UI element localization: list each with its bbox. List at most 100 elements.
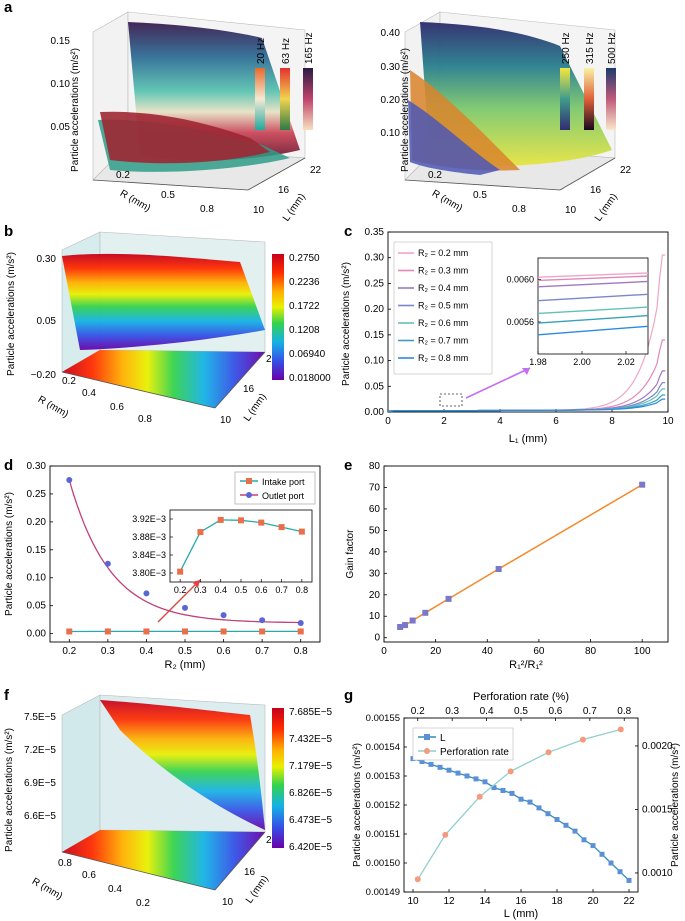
e-gain-point bbox=[445, 595, 452, 602]
e-xtick-label: 0 bbox=[381, 646, 387, 657]
b-floor-projection bbox=[62, 350, 265, 408]
a-left-surface-20hz bbox=[100, 111, 270, 164]
g-perf-point bbox=[414, 876, 421, 883]
b-ytick-0: 10 bbox=[220, 415, 232, 426]
a-left-cb-63hz bbox=[280, 68, 290, 130]
a-left-ytick-1: 16 bbox=[278, 185, 290, 196]
a-right-ytick-2: 22 bbox=[620, 165, 632, 176]
e-ytick-label: 60 bbox=[369, 504, 381, 515]
g-l-point bbox=[563, 822, 569, 828]
g-xtick-top-label: 0.8 bbox=[617, 706, 631, 717]
d-outlet-point bbox=[143, 590, 150, 597]
e-gain-line bbox=[399, 484, 643, 628]
g-xtick-top-label: 0.2 bbox=[411, 706, 425, 717]
e-ytick-label: 10 bbox=[369, 611, 381, 622]
c-ytick-label: 0.00 bbox=[365, 407, 385, 418]
d-xtick-label: 0.6 bbox=[217, 646, 231, 657]
d-inset-point bbox=[217, 516, 224, 523]
g-legend-l: L bbox=[440, 733, 446, 744]
g-xlabel-top: Perforation rate (%) bbox=[473, 691, 569, 703]
b-ztick-1: 0.05 bbox=[37, 316, 57, 327]
c-frame bbox=[387, 231, 669, 413]
g-l-point bbox=[590, 843, 596, 849]
b-xtick-1: 0.4 bbox=[82, 388, 96, 399]
f-axis-l bbox=[214, 831, 266, 891]
g-l-point bbox=[437, 764, 443, 770]
d-inset-ytick-label: 3.92E−3 bbox=[132, 514, 166, 524]
a-left-xtick-0: 0.2 bbox=[116, 170, 130, 181]
panel-label-b: b bbox=[4, 223, 13, 240]
d-ytick-label: 0.30 bbox=[27, 461, 47, 472]
f-ylabel: L (mm) bbox=[244, 874, 271, 906]
f-xtick-1: 0.6 bbox=[82, 870, 96, 881]
a-right-ylabel: L (mm) bbox=[593, 192, 620, 224]
c-ytick-label: 0.20 bbox=[365, 304, 385, 315]
a-left-legend-1: 63 Hz bbox=[281, 38, 292, 64]
g-l-point bbox=[617, 869, 623, 875]
g-l-point bbox=[536, 805, 542, 811]
g-xtick-label: 18 bbox=[551, 896, 563, 907]
f-ytick-0: 10 bbox=[222, 897, 234, 908]
c-inset-line-3 bbox=[537, 293, 649, 302]
e-xtick-label: 40 bbox=[482, 646, 494, 657]
c-legend-box bbox=[393, 241, 493, 375]
d-inset-xtick-label: 0.2 bbox=[174, 585, 187, 595]
g-legend-marker-perf bbox=[424, 748, 430, 754]
d-legend-box bbox=[234, 471, 316, 505]
b-ytick-1: 16 bbox=[243, 384, 255, 395]
a-right-legend-2: 500 Hz bbox=[607, 32, 618, 64]
d-intake-point bbox=[143, 628, 150, 635]
panel-d: Particle accelerations (m/s²) R₂ (mm) 0.… bbox=[4, 461, 321, 671]
a-right-axis-r bbox=[404, 179, 561, 191]
f-cb-0: 7.685E−5 bbox=[289, 707, 333, 718]
g-l-point bbox=[419, 759, 425, 764]
d-inset-point bbox=[278, 524, 285, 531]
a-left-cb-20hz bbox=[255, 68, 265, 130]
c-xtick-label: 2 bbox=[441, 416, 447, 427]
e-ytick-label: 50 bbox=[369, 525, 381, 536]
g-l-point bbox=[455, 770, 461, 776]
d-outlet-point bbox=[66, 476, 73, 483]
b-cb-3: 0.1208 bbox=[289, 325, 320, 336]
g-xtick-label: 22 bbox=[623, 896, 635, 907]
g-l-point bbox=[491, 785, 497, 791]
d-legend-marker-intake bbox=[246, 478, 252, 484]
c-legend-label-3: R₂ = 0.5 mm bbox=[418, 301, 468, 311]
e-gain-point bbox=[495, 566, 502, 573]
a-left-ytick-2: 22 bbox=[310, 165, 322, 176]
f-floor-projection bbox=[62, 830, 265, 890]
panel-f: 7.5E−5 7.2E−5 6.9E−5 6.6E−5 Particle acc… bbox=[4, 694, 333, 909]
a-right-ztick-3: 0.10 bbox=[381, 128, 401, 139]
a-right-ztick-0: 0.40 bbox=[381, 28, 401, 39]
d-ylabel: Particle accelerations (m/s²) bbox=[4, 492, 15, 616]
c-ytick-label: 0.35 bbox=[365, 227, 385, 238]
f-cb-2: 7.179E−5 bbox=[289, 761, 333, 772]
c-legend-label-1: R₂ = 0.3 mm bbox=[418, 266, 468, 276]
a-right-legend-0: 250 Hz bbox=[561, 32, 572, 64]
d-xlabel: R₂ (mm) bbox=[165, 659, 206, 671]
g-xtick-label: 14 bbox=[479, 896, 491, 907]
g-xtick-top-label: 0.3 bbox=[445, 706, 459, 717]
f-colorbar bbox=[272, 708, 284, 848]
a-left-xlabel: R (mm) bbox=[118, 188, 152, 214]
g-xlabel: L (mm) bbox=[504, 908, 538, 920]
g-legend-perf: Perforation rate bbox=[440, 747, 509, 758]
c-zoom-box bbox=[439, 393, 463, 407]
b-xtick-0: 0.2 bbox=[62, 376, 76, 387]
f-cb-4: 6.473E−5 bbox=[289, 815, 333, 826]
e-gain-point bbox=[422, 609, 429, 616]
e-gain-point bbox=[402, 622, 409, 629]
g-xtick-label: 20 bbox=[587, 896, 599, 907]
b-cb-5: 0.018000 bbox=[289, 373, 331, 384]
d-intake-point bbox=[220, 628, 227, 635]
e-xlabel: R₁²/R₁² bbox=[509, 659, 543, 671]
d-intake-point bbox=[104, 628, 111, 635]
g-l-point bbox=[473, 776, 479, 782]
d-inset-point bbox=[197, 529, 204, 536]
e-frame bbox=[383, 465, 669, 643]
d-inset-xtick-label: 0.4 bbox=[214, 585, 227, 595]
g-l-point bbox=[482, 779, 488, 785]
d-outlet-point bbox=[297, 620, 304, 627]
panel-a-left: 0.15 0.10 0.05 Particle accelerations (m… bbox=[51, 11, 322, 224]
c-inset-frame bbox=[537, 257, 649, 355]
